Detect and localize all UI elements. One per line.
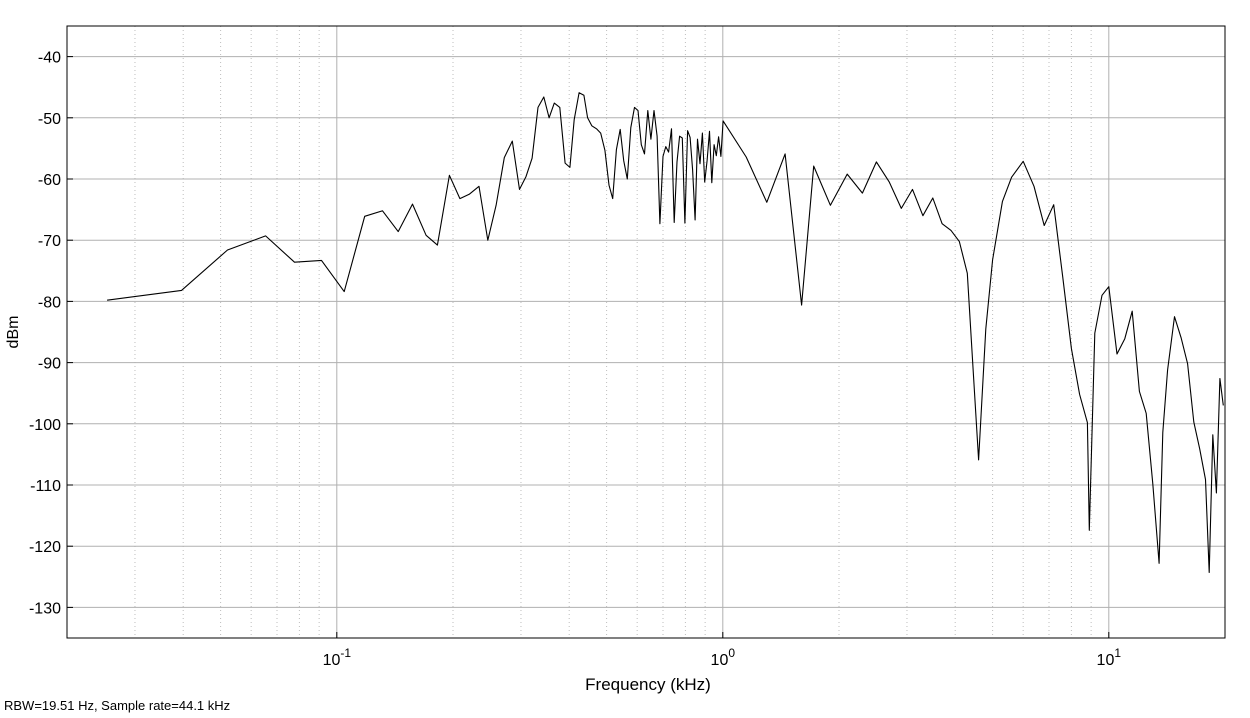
x-axis-label: Frequency (kHz) <box>585 675 711 694</box>
x-axis-ticks: 10-1 100 101 <box>323 632 1122 669</box>
x-tick-label: 101 <box>1097 646 1122 669</box>
y-tick-label: -100 <box>29 417 61 434</box>
x-tick-label: 10-1 <box>323 646 352 669</box>
y-axis-ticks: -40 -50 -60 -70 -80 -90 -100 -110 -120 -130 <box>29 50 73 617</box>
y-axis-label: dBm <box>5 316 22 349</box>
y-tick-label: -130 <box>29 600 61 617</box>
y-tick-label: -120 <box>29 539 61 556</box>
y-tick-label: -90 <box>38 356 61 373</box>
y-tick-label: -40 <box>38 50 61 67</box>
footnote-rbw-sample-rate: RBW=19.51 Hz, Sample rate=44.1 kHz <box>4 698 231 713</box>
spectrum-line <box>107 92 1224 574</box>
plot-frame <box>66 25 1226 639</box>
y-tick-label: -50 <box>38 111 61 128</box>
y-tick-label: -70 <box>38 233 61 250</box>
series-group <box>107 92 1224 574</box>
major-gridlines <box>67 26 1225 638</box>
y-tick-label: -80 <box>38 294 61 311</box>
y-tick-label: -110 <box>30 478 61 495</box>
x-tick-label: 100 <box>711 646 736 669</box>
y-tick-label: -60 <box>38 172 61 189</box>
